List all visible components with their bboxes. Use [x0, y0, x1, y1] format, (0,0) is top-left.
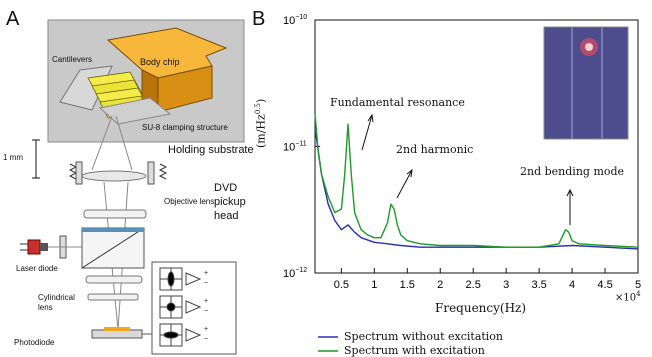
- x-tick-label: 2: [437, 279, 443, 291]
- annotation-fundamental: Fundamental resonance: [330, 96, 465, 109]
- y-tick-label: 10−11: [283, 141, 307, 154]
- x-tick-label: 2.5: [466, 279, 481, 291]
- panel-b-label: B: [252, 8, 266, 30]
- quad-sign-6: −: [204, 336, 209, 343]
- series-line-with-excitation: [314, 114, 639, 248]
- label-dvd-1: DVD: [214, 182, 238, 194]
- legend-label-with-excitation: Spectrum with excitation: [344, 344, 485, 357]
- y-tick-label: 10−10: [283, 14, 307, 27]
- x-tick-label: 4.5: [597, 279, 612, 291]
- y-tick-label: 10−12: [283, 267, 307, 280]
- quadrant-detector-box: [151, 261, 237, 355]
- x-tick-label: 1: [371, 279, 377, 291]
- label-photodiode: Photodiode: [14, 338, 55, 347]
- quad-sign-4: −: [204, 308, 209, 315]
- label-body-chip: Body chip: [140, 57, 180, 67]
- x-ticks: 0.5 1 1.5 2 2.5 3 3.5 4 4.5 5: [334, 268, 641, 291]
- label-dvd-2: pickup: [214, 196, 246, 208]
- label-holding-substrate: Holding substrate: [168, 144, 254, 156]
- annotation-2nd-harmonic: 2nd harmonic: [396, 143, 474, 156]
- quad-sign-5: +: [204, 326, 209, 333]
- quad-sign-1: +: [204, 270, 209, 277]
- x-axis-multiplier: ×104: [615, 290, 641, 304]
- label-scale-bar: 1 mm: [3, 153, 23, 162]
- x-axis-label: Frequency(Hz): [435, 301, 527, 315]
- x-tick-label: 1.5: [400, 279, 415, 291]
- legend-label-no-excitation: Spectrum without excitation: [344, 330, 504, 343]
- label-dvd-3: head: [214, 210, 239, 222]
- label-laser-diode: Laser diode: [16, 264, 58, 273]
- series-layer: [314, 114, 639, 250]
- quadrant-diagrams: [159, 267, 202, 347]
- x-tick-label: 5: [635, 279, 641, 291]
- label-cyl-1: Cylindrical: [38, 293, 75, 302]
- x-tick-label: 0.5: [334, 279, 349, 291]
- annotation-arrows: [361, 113, 574, 225]
- y-axis-label: (m/Hz0.5): [254, 98, 268, 148]
- quad-sign-3: +: [204, 298, 209, 305]
- cylindrical-lens: [87, 293, 139, 301]
- x-tick-label: 3.5: [531, 279, 546, 291]
- label-su8: SU-8 clamping structure: [142, 123, 228, 132]
- label-cantilevers: Cantilevers: [52, 55, 93, 64]
- x-tick-label: 4: [569, 279, 575, 291]
- quad-sign-2: −: [204, 280, 209, 287]
- label-cyl-2: lens: [38, 303, 53, 312]
- y-ticks: 10−12 10−11 10−10: [283, 14, 320, 280]
- panel-a-label: A: [6, 8, 20, 30]
- inset-photo: [543, 26, 629, 140]
- label-objective-lens: Objective lens: [164, 197, 215, 206]
- x-tick-label: 3: [503, 279, 509, 291]
- annotation-2nd-bending: 2nd bending mode: [520, 165, 625, 178]
